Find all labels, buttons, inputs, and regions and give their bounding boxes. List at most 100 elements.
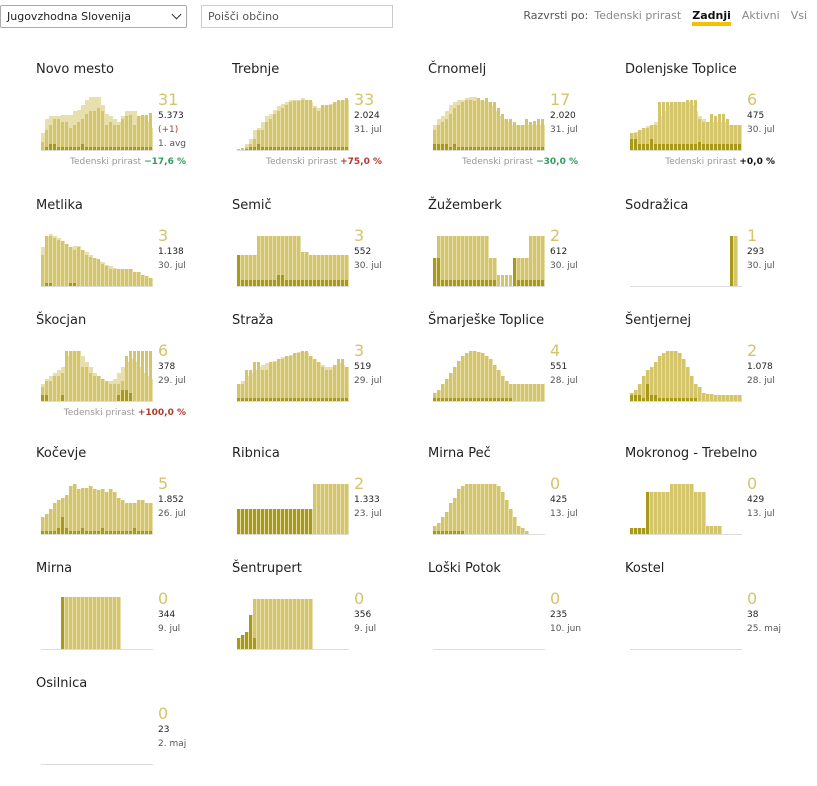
new-cases-bar — [666, 398, 669, 401]
new-cases-bar — [638, 528, 641, 534]
sort-label: Razvrsti po: — [523, 9, 589, 22]
new-cases-bar — [129, 531, 132, 534]
cases-bar — [105, 597, 108, 649]
new-cases-bar — [297, 280, 300, 286]
cases-bar — [694, 384, 697, 401]
new-cases-bar — [117, 147, 120, 150]
municipality-name: Šmarješke Toplice — [428, 313, 545, 328]
new-cases-bar — [469, 398, 472, 401]
cases-chart-svg — [41, 351, 153, 402]
new-cases-bar — [137, 531, 140, 534]
cases-bar — [509, 509, 512, 534]
municipality-card[interactable]: Kočevje 5 1.852 26. jul — [36, 446, 226, 556]
new-cases-bar — [686, 144, 689, 150]
cases-bar — [449, 503, 452, 534]
municipality-card[interactable]: Semič 3 552 30. jul — [232, 198, 422, 308]
cases-bar — [301, 252, 304, 286]
new-cases-bar — [642, 398, 645, 401]
municipality-card[interactable]: Mirna Peč 0 425 13. jul — [428, 446, 618, 556]
cases-bar — [289, 356, 292, 401]
municipality-card[interactable]: Straža 3 519 29. jul — [232, 313, 422, 423]
cases-bar — [245, 147, 248, 150]
cases-bar — [541, 119, 544, 150]
cases-bar — [694, 492, 697, 534]
new-cases-bar — [285, 509, 288, 534]
municipality-card[interactable]: Metlika 3 1.138 30. jul — [36, 198, 226, 308]
cases-bar — [293, 101, 296, 150]
cases-bar — [734, 395, 737, 401]
sort-option-active[interactable]: Aktivni — [741, 9, 780, 22]
cases-bar — [117, 384, 120, 401]
municipality-card[interactable]: Osilnica 0 23 2. maj — [36, 676, 226, 786]
cases-bar — [257, 236, 260, 286]
weekly-growth-label: Tedenski prirast — [665, 157, 737, 167]
municipality-card[interactable]: Šmarješke Toplice 4 551 28. jul — [428, 313, 618, 423]
new-cases-bar — [309, 280, 312, 286]
new-cases-bar — [281, 275, 284, 286]
cases-bar — [53, 119, 56, 150]
municipality-name: Semič — [232, 198, 272, 213]
cases-bar — [265, 370, 268, 401]
municipality-card[interactable]: Loški Potok 0 235 10. jun — [428, 561, 618, 671]
new-cases-bar — [433, 144, 436, 150]
new-cases-bar — [241, 398, 244, 401]
cases-bar — [501, 114, 504, 150]
new-cases-bar — [457, 147, 460, 150]
new-cases-bar — [81, 144, 84, 150]
new-cases-bar — [345, 280, 348, 286]
new-cases-bar — [505, 147, 508, 150]
municipality-card[interactable]: Kostel 0 38 25. maj — [625, 561, 815, 671]
municipality-card[interactable]: Mokronog - Trebelno 0 429 13. jul — [625, 446, 815, 556]
cases-bar — [101, 597, 104, 649]
new-cases-bar — [269, 398, 272, 401]
municipality-search-input[interactable] — [201, 5, 393, 28]
municipality-card[interactable]: Sodražica 1 293 30. jul — [625, 198, 815, 308]
total-cases: 552 — [354, 247, 372, 257]
municipality-card[interactable]: Šentrupert 0 356 9. jul — [232, 561, 422, 671]
new-cases-bar — [313, 398, 316, 401]
cases-bar — [253, 255, 256, 286]
cases-bar — [441, 517, 444, 534]
new-cases-bar — [249, 280, 252, 286]
cases-bar — [137, 500, 140, 534]
cases-bar — [297, 236, 300, 286]
new-cases-bar — [481, 398, 484, 401]
cases-bar — [521, 384, 524, 401]
new-cases-bar — [101, 147, 104, 150]
stats-block: 0 38 25. maj — [747, 591, 781, 636]
municipality-card[interactable]: Dolenjske Toplice 6 475 30. jul Tedenski pri… — [625, 62, 815, 172]
cases-bar — [69, 351, 72, 401]
cases-chart-svg — [630, 484, 742, 535]
sort-option-all[interactable]: Vsi — [790, 9, 807, 22]
new-cases-bar — [253, 398, 256, 401]
cases-bar — [477, 484, 480, 534]
cases-bar — [317, 255, 320, 286]
cases-bar — [101, 489, 104, 534]
cases-bar — [89, 597, 92, 649]
sort-option-latest[interactable]: Zadnji — [692, 10, 731, 26]
cases-bar — [529, 122, 532, 150]
municipality-card[interactable]: Trebnje 33 2.024 31. jul Tedenski prirast +75… — [232, 62, 422, 172]
new-cases-bar — [525, 147, 528, 150]
cases-bar — [674, 102, 677, 150]
region-select[interactable]: Jugovzhodna Slovenija — [0, 5, 187, 28]
new-cases-bar — [125, 147, 128, 150]
municipality-card[interactable]: Novo mesto 31 5.373 (+1) 1. avg Tedenski prir… — [36, 62, 226, 172]
municipality-card[interactable]: Mirna 0 344 9. jul — [36, 561, 226, 671]
cases-bar — [690, 484, 693, 534]
sort-option-weekly-growth[interactable]: Tedenski prirast — [594, 9, 682, 22]
municipality-card[interactable]: Šentjernej 2 1.078 28. jul — [625, 313, 815, 423]
cases-bar — [638, 130, 641, 150]
new-cases-bar — [277, 509, 280, 534]
cases-bar — [289, 236, 292, 286]
cases-chart — [433, 591, 545, 651]
cases-bar — [241, 148, 244, 150]
municipality-card[interactable]: Škocjan 6 378 29. jul Tedenski prirast +100,0… — [36, 313, 226, 423]
cases-bar — [81, 250, 84, 286]
cases-bar — [41, 255, 44, 286]
cases-bar — [513, 517, 516, 534]
municipality-card[interactable]: Ribnica 2 1.333 23. jul — [232, 446, 422, 556]
new-cases-bar — [634, 395, 637, 401]
municipality-card[interactable]: Žužemberk 2 612 30. jul — [428, 198, 618, 308]
municipality-card[interactable]: Črnomelj 17 2.020 31. jul Tedenski prirast −3… — [428, 62, 618, 172]
